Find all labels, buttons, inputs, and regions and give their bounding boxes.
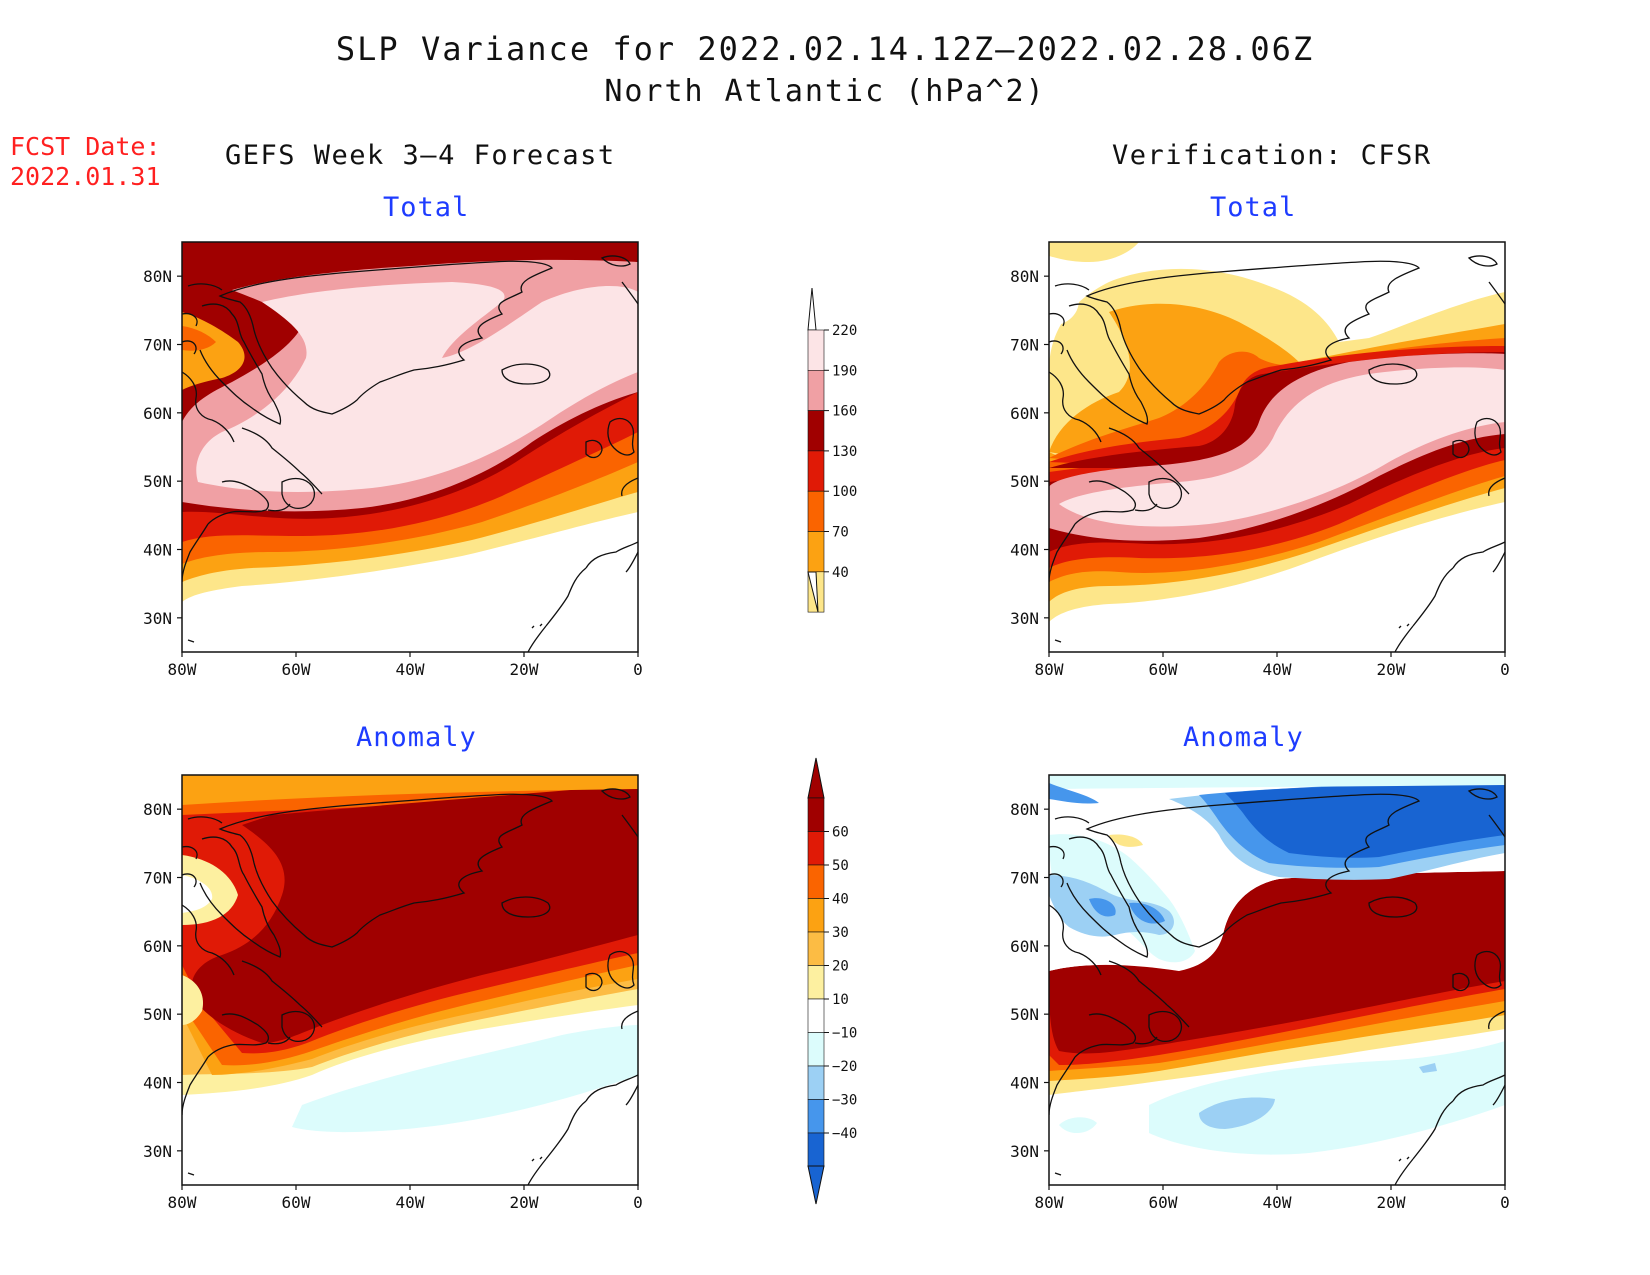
map-verification-total (1049, 242, 1505, 652)
lat-tick-label: 50N (143, 1005, 172, 1024)
lat-tick-label: 80N (1010, 267, 1039, 286)
total-colorbar-label: 160 (832, 404, 857, 420)
total-colorbar-label: 190 (832, 363, 857, 379)
lon-tick-label: 20W (510, 660, 539, 679)
lat-tick-label: 80N (1010, 800, 1039, 819)
map-verification-anomaly (1049, 775, 1505, 1185)
lat-tick-label: 30N (1010, 1142, 1039, 1161)
anomaly-colorbar-swatch (807, 931, 825, 966)
lon-tick-label: 0 (1500, 660, 1510, 679)
anomaly-colorbar-label: 20 (832, 959, 849, 975)
map-forecast-total (182, 242, 638, 652)
anomaly-colorbar-swatch (807, 965, 825, 1000)
lat-tick-label: 70N (1010, 336, 1039, 355)
panel-title-forecast-total: Total (383, 192, 470, 223)
anomaly-colorbar-label: 40 (832, 892, 849, 908)
total-colorbar-swatch (807, 490, 825, 532)
lat-tick-label: 50N (143, 472, 172, 491)
figure-subtitle: North Atlantic (hPa^2) (604, 74, 1046, 109)
lat-tick-label: 50N (1010, 472, 1039, 491)
lat-tick-label: 60N (143, 404, 172, 423)
right-column-title: Verification: CFSR (1112, 140, 1432, 171)
anomaly-colorbar-swatch (807, 1099, 825, 1134)
total-colorbar-label: 130 (832, 444, 857, 460)
anomaly-colorbar-swatch (807, 797, 825, 832)
anomaly-colorbar-swatch (807, 1065, 825, 1100)
lon-tick-label: 80W (1035, 660, 1064, 679)
colorbar-anomaly: 60 50 40 30 20 10 −10 −20 −30 −40 (807, 757, 857, 1205)
lat-tick-label: 40N (1010, 1074, 1039, 1093)
lat-tick-label: 80N (143, 800, 172, 819)
lon-tick-label: 40W (1263, 1193, 1292, 1212)
anomaly-colorbar-label: −40 (832, 1126, 857, 1142)
anomaly-colorbar-label: −10 (832, 1026, 857, 1042)
lon-tick-label: 60W (1149, 1193, 1178, 1212)
lat-tick-label: 30N (143, 1142, 172, 1161)
lon-tick-label: 20W (1377, 1193, 1406, 1212)
lat-tick-label: 40N (143, 1074, 172, 1093)
lat-tick-label: 60N (1010, 937, 1039, 956)
anomaly-colorbar-swatch (807, 831, 825, 866)
lon-tick-label: 0 (1500, 1193, 1510, 1212)
lon-tick-label: 40W (1263, 660, 1292, 679)
anomaly-colorbar-swatch (807, 1132, 825, 1167)
anomaly-colorbar-swatch (807, 998, 825, 1033)
anomaly-colorbar-label: 30 (832, 925, 849, 941)
total-colorbar-label: 40 (832, 565, 849, 581)
map-axes: 80W 60W 40W 20W 0 80N 70N 60N 50N 40N 30N (143, 774, 643, 1212)
total-colorbar-swatch (807, 450, 825, 492)
anomaly-colorbar-label: 10 (832, 992, 849, 1008)
lat-tick-label: 40N (143, 541, 172, 560)
total-colorbar-swatch (807, 329, 825, 371)
panel-title-verification-anomaly: Anomaly (1183, 722, 1304, 753)
lat-tick-label: 60N (1010, 404, 1039, 423)
fcst-date: 2022.01.31 (10, 162, 161, 191)
lat-tick-label: 60N (143, 937, 172, 956)
total-colorbar-label: 70 (832, 525, 849, 541)
colorbar-total: 220 190 160 130 100 70 40 (807, 287, 857, 613)
anomaly-colorbar-label: −20 (832, 1059, 857, 1075)
lat-tick-label: 50N (1010, 1005, 1039, 1024)
panel-title-forecast-anomaly: Anomaly (356, 722, 477, 753)
map-axes: 80W 60W 40W 20W 0 80N 70N 60N 50N 40N 30N (143, 241, 643, 679)
lon-tick-label: 20W (1377, 660, 1406, 679)
lat-tick-label: 30N (1010, 609, 1039, 628)
lon-tick-label: 80W (168, 660, 197, 679)
total-colorbar-swatch (807, 369, 825, 411)
lon-tick-label: 80W (168, 1193, 197, 1212)
lon-tick-label: 60W (282, 1193, 311, 1212)
anomaly-colorbar-swatch (807, 898, 825, 933)
figure-title: SLP Variance for 2022.02.14.12Z–2022.02.… (335, 30, 1315, 68)
lon-tick-label: 60W (1149, 660, 1178, 679)
total-colorbar-label: 100 (832, 484, 857, 500)
lon-tick-label: 40W (396, 1193, 425, 1212)
lat-tick-label: 70N (143, 336, 172, 355)
total-colorbar-swatch (807, 410, 825, 452)
panel-title-verification-total: Total (1210, 192, 1297, 223)
lon-tick-label: 0 (633, 660, 643, 679)
lat-tick-label: 70N (143, 869, 172, 888)
anomaly-colorbar-swatch (807, 1032, 825, 1067)
lon-tick-label: 40W (396, 660, 425, 679)
lat-tick-label: 40N (1010, 541, 1039, 560)
anomaly-colorbar-swatch (807, 864, 825, 899)
map-axes: 80W 60W 40W 20W 0 80N 70N 60N 50N 40N 30N (1010, 774, 1510, 1212)
lon-tick-label: 60W (282, 660, 311, 679)
map-forecast-anomaly (182, 775, 638, 1185)
lon-tick-label: 80W (1035, 1193, 1064, 1212)
lon-tick-label: 20W (510, 1193, 539, 1212)
lat-tick-label: 70N (1010, 869, 1039, 888)
total-colorbar-swatch (807, 531, 825, 573)
lat-tick-label: 30N (143, 609, 172, 628)
fcst-label: FCST Date: (10, 132, 161, 161)
total-colorbar-label: 220 (832, 323, 857, 339)
map-axes: 80W 60W 40W 20W 0 80N 70N 60N 50N 40N 30N (1010, 241, 1510, 679)
anomaly-colorbar-label: 60 (832, 825, 849, 841)
anomaly-colorbar-label: 50 (832, 858, 849, 874)
lat-tick-label: 80N (143, 267, 172, 286)
left-column-title: GEFS Week 3–4 Forecast (225, 140, 616, 171)
anomaly-colorbar-label: −30 (832, 1093, 857, 1109)
lon-tick-label: 0 (633, 1193, 643, 1212)
